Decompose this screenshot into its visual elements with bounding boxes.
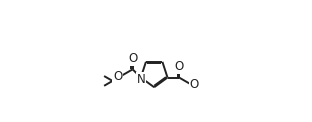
Text: O: O [189,78,199,91]
Text: O: O [113,70,122,83]
Text: O: O [174,60,184,73]
Text: O: O [128,52,137,65]
Text: N: N [136,73,145,86]
